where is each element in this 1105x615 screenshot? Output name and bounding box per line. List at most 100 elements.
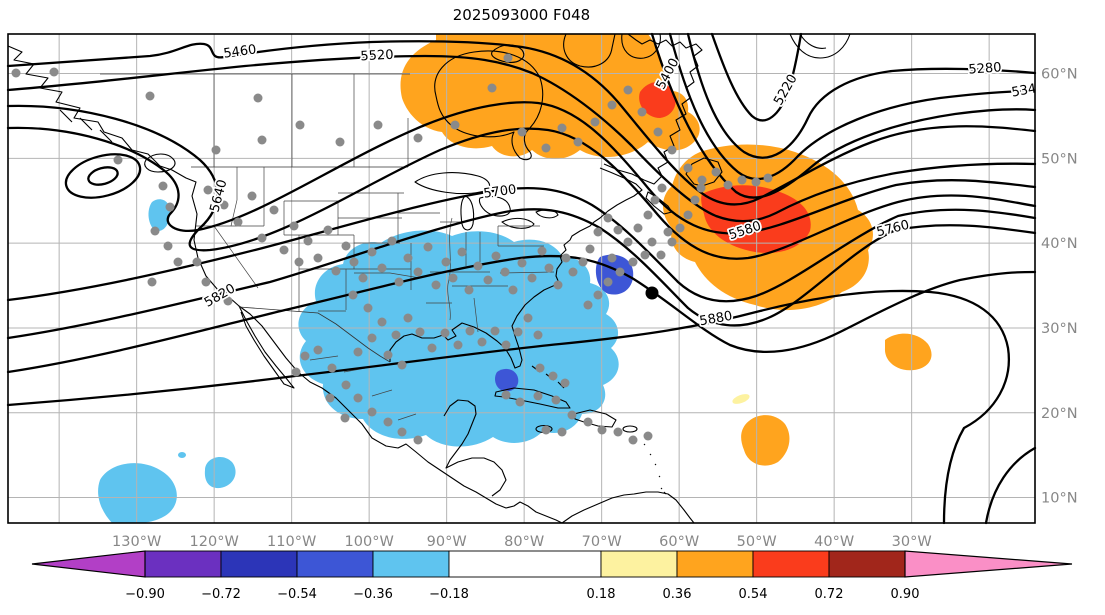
lon-tick-label: 70°W <box>582 534 622 550</box>
station-dot <box>403 253 413 263</box>
station-dot <box>628 257 638 267</box>
station-dot <box>353 393 363 403</box>
station-dot <box>643 210 653 220</box>
station-dot <box>751 177 761 187</box>
lat-tick-label: 50°N <box>1041 151 1078 167</box>
station-dot <box>711 167 721 177</box>
axis-tick-labels: 130°W 120°W 110°W 100°W 90°W 80°W 70°W 60°W 50°W… <box>112 67 1078 550</box>
lat-tick-label: 10°N <box>1041 491 1078 507</box>
coastline-baffin-1 <box>563 33 616 68</box>
station-dot <box>257 233 267 243</box>
station-dot <box>145 91 155 101</box>
station-dot <box>583 417 593 427</box>
station-dot <box>211 291 221 301</box>
station-dot <box>327 363 337 373</box>
station-dot <box>523 313 533 323</box>
us-mexico-border <box>238 306 391 363</box>
coastline-panhandle-islands <box>59 109 113 143</box>
station-dot <box>491 251 501 261</box>
station-dot <box>515 397 525 407</box>
station-markers <box>11 53 773 445</box>
station-dot <box>553 280 563 290</box>
station-dot <box>683 210 693 220</box>
station-dot <box>383 350 393 360</box>
positive-anomaly-patch-atlantic-1 <box>884 333 932 371</box>
station-dot <box>211 145 221 155</box>
station-dot <box>697 175 707 185</box>
height-contour-5280 <box>686 32 1037 159</box>
station-dot <box>413 267 423 277</box>
colorbar: −0.90 −0.72 −0.54 −0.36 −0.18 0.18 0.36 0.54 0.7… <box>31 550 1073 602</box>
colorbar-tick-label: −0.90 <box>125 587 165 602</box>
height-contour-5220 <box>710 32 803 122</box>
height-contour-5760 <box>6 208 1037 340</box>
height-contour-5820 <box>6 254 1037 374</box>
station-dot <box>158 181 168 191</box>
station-dot <box>667 237 677 247</box>
station-dot <box>667 145 677 155</box>
colorbar-segment <box>676 550 754 578</box>
colorbar-tick-label: 0.72 <box>815 587 844 602</box>
contour-label: 5280 <box>968 60 1002 77</box>
station-dot <box>387 236 397 246</box>
station-dot <box>683 163 693 173</box>
negative-anomaly-region-pacific-coast <box>148 199 170 232</box>
station-dot <box>431 280 441 290</box>
station-dot <box>541 143 551 153</box>
station-dot <box>603 277 613 287</box>
lon-tick-label: 100°W <box>345 534 394 550</box>
map-frame <box>7 33 1036 524</box>
station-dot <box>501 340 511 350</box>
positive-anomaly-patch-atlantic-2 <box>741 415 790 466</box>
station-dot <box>423 242 433 252</box>
station-dot <box>548 371 558 381</box>
station-dot <box>653 127 663 137</box>
station-dot <box>291 367 301 377</box>
station-dot <box>647 237 657 247</box>
coastline-pacific <box>7 45 563 524</box>
colorbar-tick-label: −0.36 <box>353 587 393 602</box>
height-contour-5580 <box>6 101 1037 235</box>
height-contour-5460 <box>6 40 1037 206</box>
station-dot <box>656 250 666 260</box>
coastline-baja <box>238 305 295 389</box>
colorbar-left-arrow <box>31 550 146 578</box>
negative-anomaly-core-yucatan <box>495 368 519 392</box>
lon-tick-label: 80°W <box>504 534 544 550</box>
coastline-greenland <box>789 33 851 59</box>
station-dot <box>628 435 638 445</box>
station-dot <box>349 257 359 267</box>
negative-anomaly-region-tropical-pacific-1 <box>98 463 177 523</box>
station-dot <box>613 225 623 235</box>
colorbar-tick-label: 0.36 <box>663 587 692 602</box>
station-dot <box>340 413 350 423</box>
station-dot <box>353 347 363 357</box>
coastline-hispaniola <box>573 409 617 428</box>
station-dot <box>557 123 567 133</box>
station-dot <box>533 391 543 401</box>
station-dot <box>113 155 123 165</box>
contour-label: 5700 <box>483 182 518 201</box>
height-contour-closed-low-inner <box>87 166 119 186</box>
station-dot <box>535 363 545 373</box>
station-dot <box>590 117 600 127</box>
station-dot <box>615 267 625 277</box>
station-dot <box>607 100 617 110</box>
station-dot <box>413 133 423 143</box>
station-dot <box>341 241 351 251</box>
station-dot <box>517 258 527 268</box>
lake-superior <box>414 172 491 195</box>
station-dot <box>394 277 404 287</box>
station-dot <box>527 273 537 283</box>
station-dot <box>367 407 377 417</box>
station-dot <box>331 266 341 276</box>
station-dot <box>397 360 407 370</box>
station-dot <box>500 267 510 277</box>
coastline-vancouver-island <box>144 153 176 173</box>
station-dot <box>501 390 511 400</box>
station-dot <box>279 245 289 255</box>
colorbar-tick-label: −0.54 <box>277 587 317 602</box>
station-dot <box>637 107 647 117</box>
station-dot <box>578 257 588 267</box>
